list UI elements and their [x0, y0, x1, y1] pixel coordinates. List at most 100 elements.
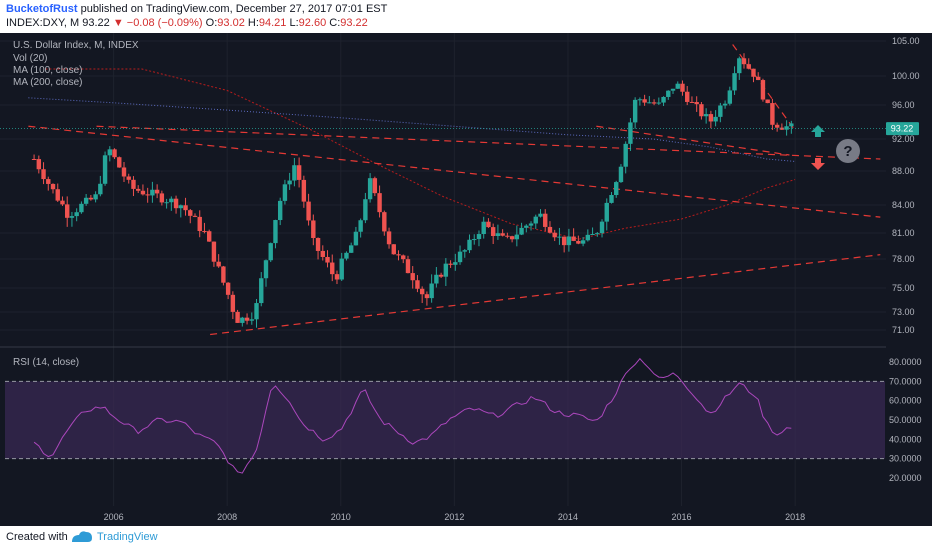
- candle-body: [65, 204, 70, 218]
- candle-body: [528, 223, 534, 226]
- candle-body: [386, 231, 392, 245]
- last-price-badge: [886, 122, 919, 136]
- candle-body: [599, 221, 605, 234]
- candle-body: [680, 83, 685, 92]
- candle-body: [737, 58, 742, 74]
- price-tick-label: 73.00: [892, 307, 915, 317]
- candle-body: [377, 193, 382, 213]
- trendline[interactable]: [596, 125, 790, 156]
- candle-body: [121, 167, 127, 177]
- candle-body: [533, 216, 538, 224]
- candle-body: [363, 199, 368, 221]
- candle-body: [770, 103, 775, 125]
- open-label: O:: [205, 17, 218, 29]
- candle-body: [117, 157, 122, 168]
- time-axis: 2006 2008 2010 2012 2014 2016 2018: [104, 512, 806, 522]
- candle-body: [685, 91, 690, 102]
- candle-body: [225, 282, 231, 295]
- candle-body: [74, 212, 79, 217]
- candle-body: [311, 220, 316, 239]
- candle-body: [666, 90, 671, 97]
- candle-body: [216, 261, 221, 267]
- candle-body: [396, 254, 401, 256]
- candle-body: [642, 99, 647, 103]
- candle-body: [580, 240, 586, 244]
- candle-body: [192, 215, 198, 217]
- author-link[interactable]: BucketofRust: [6, 3, 78, 15]
- tradingview-logo-icon: [72, 531, 92, 542]
- created-with-label: Created with: [6, 531, 68, 543]
- candle-body: [438, 274, 444, 277]
- candle-body: [779, 127, 785, 130]
- candle-body: [490, 227, 496, 237]
- candle-body: [495, 233, 501, 237]
- candle-body: [784, 126, 789, 130]
- candle-body: [36, 159, 42, 170]
- candle-body: [675, 83, 680, 89]
- candle-body: [315, 238, 321, 251]
- candle-body: [211, 241, 217, 262]
- time-tick-label: 2014: [558, 512, 578, 522]
- chart-header: BucketofRust published on TradingView.co…: [0, 0, 932, 33]
- vol-legend[interactable]: Vol (20): [13, 53, 48, 64]
- footer: Created with TradingView: [0, 526, 932, 550]
- candle-body: [647, 102, 652, 104]
- candle-body: [514, 234, 520, 240]
- price-chart[interactable]: 105.00 100.00 96.00 92.00 88.00 84.00 81.00 78.…: [0, 33, 932, 526]
- price-tick-label: 84.00: [892, 200, 915, 210]
- candle-body: [140, 190, 146, 195]
- scenario-markers: ?: [811, 125, 860, 170]
- candle-body: [585, 234, 591, 241]
- low-label: L:: [289, 17, 299, 29]
- candle-body: [618, 166, 624, 183]
- tradingview-link[interactable]: TradingView: [97, 531, 158, 543]
- published-text: published on TradingView.com, December 2…: [80, 3, 388, 15]
- candle-body: [164, 202, 169, 204]
- price-tick-label: 92.00: [892, 134, 915, 144]
- rsi-band-fill: [5, 381, 885, 459]
- rsi-line: [33, 357, 792, 474]
- ma200-line: [28, 97, 796, 162]
- candle-body: [206, 231, 212, 242]
- candle-body: [320, 250, 325, 257]
- trendline[interactable]: [210, 254, 881, 336]
- candle-body: [325, 256, 330, 263]
- candle-body: [79, 203, 84, 213]
- price-axis-area: [886, 33, 932, 506]
- candle-body: [661, 96, 666, 103]
- candle-body: [145, 194, 150, 196]
- candle-body: [306, 201, 311, 221]
- candle-body: [538, 213, 543, 217]
- candle-body: [107, 149, 113, 156]
- rsi-legend[interactable]: RSI (14, close): [13, 357, 80, 368]
- candle-body: [131, 179, 136, 189]
- candle-body: [282, 184, 288, 201]
- price-tick-label: 88.00: [892, 166, 915, 176]
- candle-body: [178, 205, 183, 209]
- rsi-tick-label: 50.0000: [889, 415, 922, 425]
- candle-body: [524, 225, 529, 228]
- candle-body: [410, 273, 415, 281]
- candle-body: [429, 283, 434, 299]
- candle-body: [765, 99, 770, 104]
- rsi-tick-label: 40.0000: [889, 434, 922, 444]
- candle-body: [457, 251, 463, 263]
- candle-body: [552, 232, 557, 238]
- candle-body: [703, 114, 709, 117]
- candle-body: [448, 263, 453, 265]
- ma200-legend[interactable]: MA (200, close): [13, 77, 83, 88]
- candle-body: [623, 143, 628, 167]
- candle-body: [126, 176, 131, 180]
- candle-body: [173, 198, 179, 209]
- candle-body: [353, 231, 359, 246]
- rsi-series: [33, 357, 792, 474]
- time-tick-label: 2016: [672, 512, 692, 522]
- candle-body: [500, 233, 505, 236]
- candle-body: [741, 58, 747, 65]
- candle-body: [230, 294, 236, 312]
- candle-body: [60, 200, 65, 205]
- high-label: H:: [247, 17, 259, 29]
- trendline[interactable]: [96, 125, 881, 160]
- ma100-legend[interactable]: MA (100, close): [13, 65, 83, 76]
- trendline[interactable]: [28, 125, 881, 218]
